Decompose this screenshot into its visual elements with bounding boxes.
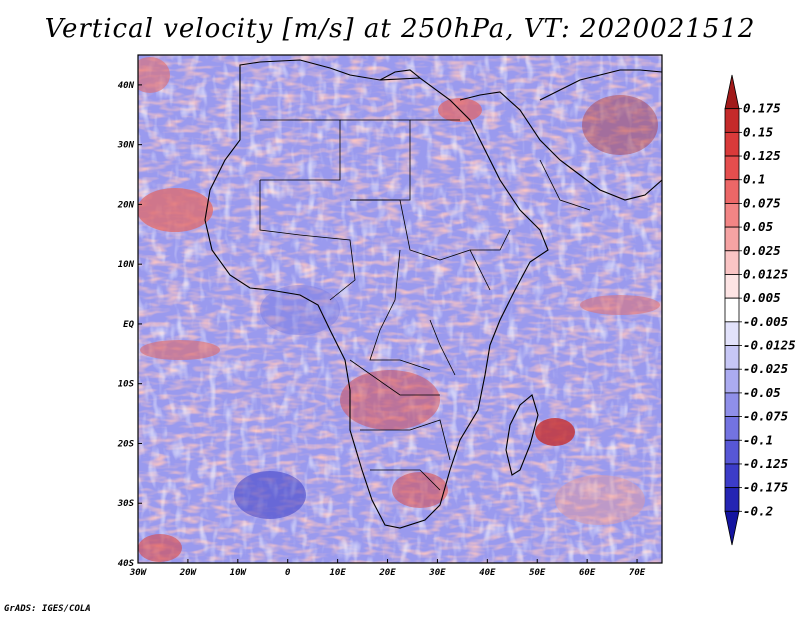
- colorbar-label: 0.075: [743, 195, 781, 210]
- colorbar-label: 0.05: [743, 219, 774, 234]
- colorbar-swatch: [724, 108, 740, 133]
- colorbar-label: 0.0125: [743, 266, 789, 281]
- credit-label: GrADS: IGES/COLA: [4, 604, 91, 614]
- coastlines: [204, 59, 662, 529]
- map-title: Vertical velocity [m/s] at 250hPa, VT: 2…: [44, 14, 756, 44]
- lon-tick-label: 70E: [629, 568, 646, 578]
- colorbar-label: 0.125: [743, 148, 781, 163]
- colorbar-label: -0.025: [743, 361, 789, 376]
- lon-tick-label: 60E: [579, 568, 596, 578]
- colorbar-swatch: [724, 321, 740, 346]
- colorbar-label: 0.1: [743, 172, 766, 187]
- lat-tick-label: 10S: [118, 380, 135, 390]
- colorbar-swatch: [724, 463, 740, 489]
- lon-tick-label: 10W: [230, 568, 248, 578]
- colorbar-label: 0.025: [743, 243, 781, 258]
- colorbar-swatch: [724, 179, 740, 204]
- lat-tick-label: 40S: [118, 559, 135, 569]
- lon-tick-label: 10E: [329, 568, 346, 578]
- colorbar-label: -0.05: [743, 385, 781, 400]
- colorbar-label: -0.005: [743, 314, 789, 329]
- colorbar-swatch: [724, 226, 740, 252]
- lat-tick-label: 10N: [118, 260, 135, 270]
- colorbar: 0.175 0.15 0.125 0.1 0.075 0.05 0.025 0.0125 0.0…: [724, 74, 796, 546]
- colorbar-label: 0.15: [743, 124, 774, 139]
- colorbar-swatch: [724, 487, 740, 512]
- colorbar-label: -0.2: [743, 503, 773, 518]
- lon-tick-label: 50E: [529, 568, 546, 578]
- colorbar-label: 0.005: [743, 290, 781, 305]
- colorbar-swatch: [724, 155, 740, 181]
- lat-tick-label: 20S: [117, 439, 135, 449]
- lat-tick-label: 30S: [117, 499, 135, 509]
- colorbar-label: -0.175: [743, 480, 789, 495]
- colorbar-label: -0.1: [743, 432, 773, 447]
- lon-tick-label: 20E: [378, 568, 396, 578]
- colorbar-swatch: [724, 368, 740, 394]
- plot-frame: [137, 54, 663, 564]
- country-borders: [259, 119, 591, 491]
- lon-tick-label: 30W: [129, 568, 148, 578]
- colorbar-label: -0.075: [743, 409, 789, 424]
- axis-ticks: 30W 20W 10W 0 10E 20E 30E 40E 50E 60E 70E 40N 30N 20N…: [117, 81, 646, 578]
- colorbar-swatch: [724, 250, 740, 275]
- lon-tick-label: 20W: [179, 568, 198, 578]
- lon-tick-label: 40E: [479, 568, 496, 578]
- colorbar-label: -0.0125: [743, 338, 796, 353]
- lon-tick-label: 0: [285, 568, 291, 578]
- colorbar-swatch: [724, 345, 740, 370]
- colorbar-swatch: [724, 297, 740, 323]
- colorbar-swatch: [724, 416, 740, 441]
- colorbar-swatch: [724, 392, 740, 417]
- velocity-field: [138, 55, 662, 563]
- colorbar-swatch: [724, 131, 740, 157]
- colorbar-swatch: [724, 439, 740, 465]
- colorbar-swatch: [724, 274, 740, 299]
- colorbar-label: 0.175: [743, 101, 781, 116]
- colorbar-arrow-bottom: [724, 510, 740, 546]
- colorbar-arrow-top: [724, 74, 740, 110]
- lat-tick-label: 40N: [118, 81, 135, 91]
- lat-tick-label: 20N: [117, 200, 135, 210]
- lon-tick-label: 30E: [428, 568, 446, 578]
- lat-tick-label: EQ: [123, 320, 134, 330]
- colorbar-label: -0.125: [743, 456, 789, 471]
- colorbar-swatch: [724, 203, 740, 228]
- lat-tick-label: 30N: [117, 141, 135, 151]
